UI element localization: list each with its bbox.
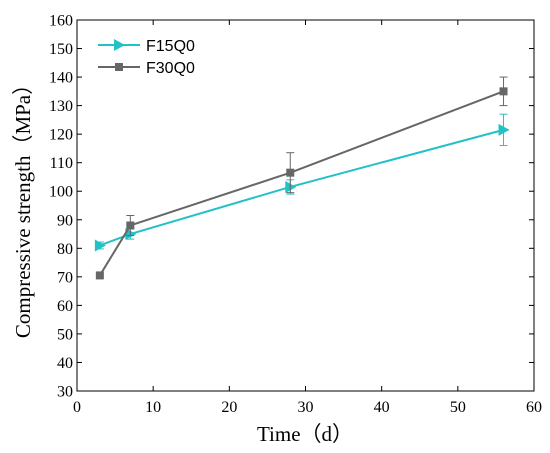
y-tick-label: 40 [57, 355, 73, 372]
legend-marker-f15q0 [114, 39, 125, 51]
y-tick-label: 150 [49, 41, 73, 58]
y-tick-label: 160 [49, 13, 73, 30]
x-tick-label: 60 [526, 399, 542, 416]
data-point-f30q0 [286, 168, 295, 177]
y-tick-label: 80 [57, 241, 73, 258]
series-layer [94, 76, 510, 280]
x-tick-label: 0 [73, 399, 81, 416]
y-tick-label: 140 [49, 70, 73, 87]
y-tick-label: 60 [57, 298, 73, 315]
x-tick-label: 20 [221, 399, 237, 416]
y-axis: 30 40 50 60 70 80 90 100 110 120 130 140 150 160 [49, 13, 534, 401]
data-point-f15q0 [94, 239, 106, 252]
x-tick-label: 30 [298, 399, 314, 416]
data-point-f30q0 [499, 87, 508, 96]
y-tick-label: 120 [49, 127, 73, 144]
y-tick-label: 130 [49, 98, 73, 115]
x-axis-title: Time（d） [257, 422, 353, 446]
legend-label-f30q0: F30Q0 [146, 60, 195, 77]
y-axis-title: Compressive strength（MPa） [11, 74, 35, 338]
data-point-f30q0 [126, 221, 135, 230]
series-line-f15q0 [99, 128, 504, 247]
x-tick-label: 40 [374, 399, 390, 416]
y-tick-label: 110 [50, 155, 73, 172]
data-point-f30q0 [95, 271, 104, 280]
legend-label-f15q0: F15Q0 [146, 38, 195, 55]
data-point-f15q0 [498, 123, 510, 136]
y-tick-label: 100 [49, 184, 73, 201]
x-tick-label: 10 [145, 399, 161, 416]
x-axis: 0 10 20 30 40 50 60 [73, 20, 542, 416]
y-tick-label: 90 [57, 212, 73, 229]
x-tick-label: 50 [450, 399, 466, 416]
legend: F15Q0 F30Q0 [98, 38, 195, 77]
y-tick-label: 70 [57, 269, 73, 286]
legend-marker-f30q0 [115, 63, 123, 71]
series-line-f30q0 [98, 90, 504, 276]
y-tick-label: 50 [57, 326, 73, 343]
y-tick-label: 30 [57, 384, 73, 401]
